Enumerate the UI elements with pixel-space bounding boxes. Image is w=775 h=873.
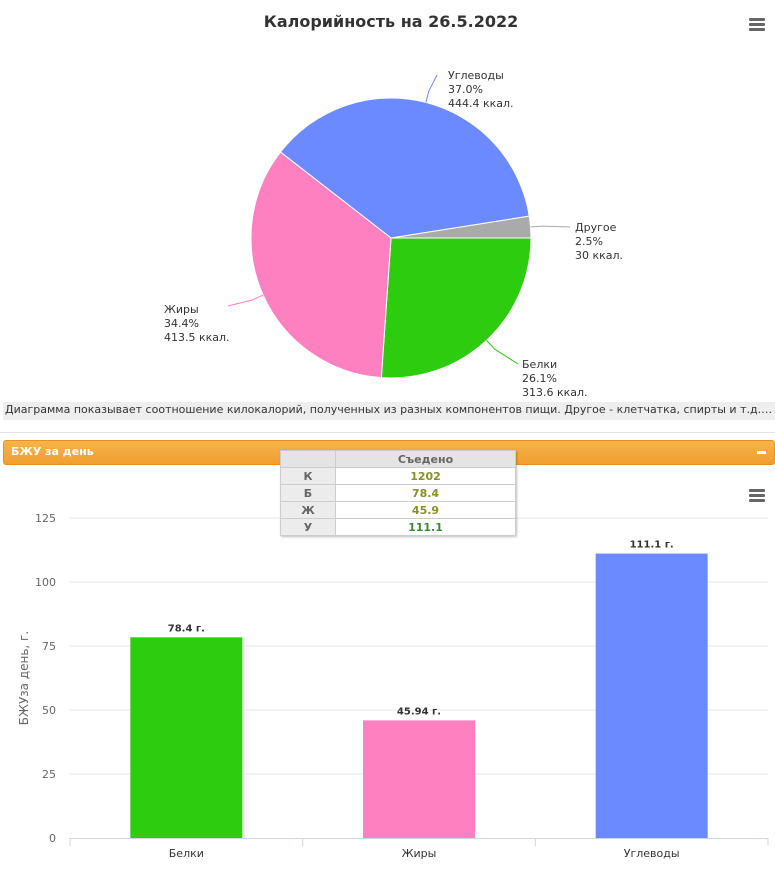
pie-label-name: Жиры — [164, 303, 199, 316]
eaten-row-label: К — [280, 467, 336, 485]
pie-label-percent: 26.1% — [522, 372, 557, 385]
pie-label-name: Другое — [575, 221, 617, 234]
y-tick-label: 25 — [42, 768, 56, 781]
eaten-table-header-row: Съедено — [280, 450, 516, 468]
bju-panel-title: БЖУ за день — [11, 445, 94, 458]
y-axis-label: БЖУза день, г. — [17, 631, 31, 725]
x-tick-label: Жиры — [402, 847, 437, 860]
eaten-table-corner — [280, 450, 336, 468]
bar-data-label: 111.1 г. — [630, 540, 674, 551]
y-tick-label: 75 — [42, 640, 56, 653]
pie-title: Калорийность на 26.5.2022 — [264, 12, 518, 31]
eaten-row-label: Б — [280, 484, 336, 502]
minus-icon[interactable] — [757, 451, 766, 454]
eaten-row-value: 111.1 — [335, 518, 516, 536]
pie-slice-1 — [279, 97, 530, 239]
eaten-table-header: Съедено — [335, 450, 516, 468]
bar-data-label: 45.94 г. — [397, 706, 441, 717]
pie-label-percent: 2.5% — [575, 235, 603, 248]
pie-caption[interactable]: Диаграмма показывает соотношение килокал… — [3, 402, 775, 420]
x-tick-label: Белки — [169, 847, 204, 860]
pie-label-kcal: 313.6 ккал. — [522, 386, 588, 399]
pie-slice-4 — [250, 151, 392, 379]
eaten-table-row: Ж 45.9 — [280, 501, 516, 519]
y-tick-label: 50 — [42, 704, 56, 717]
bar-3 — [595, 553, 708, 838]
pie-connector-4 — [227, 294, 264, 307]
pie-connector-3 — [486, 340, 519, 365]
bar-2 — [363, 720, 475, 838]
eaten-table-row: Б 78.4 — [280, 484, 516, 502]
x-tick-label: Углеводы — [624, 847, 680, 860]
pie-connector-1 — [425, 74, 438, 103]
pie-label-percent: 37.0% — [448, 83, 483, 96]
pie-chart-panel: Калорийность на 26.5.2022 Углеводы 37.0% 44… — [0, 0, 775, 402]
pie-connector-2 — [530, 225, 571, 228]
pie-label-name: Белки — [522, 358, 557, 371]
pie-label-kcal: 413.5 ккал. — [164, 331, 230, 344]
pie-label-percent: 34.4% — [164, 317, 199, 330]
eaten-table: Съедено К 1202 Б 78.4 Ж 45.9 У 111.1 — [280, 450, 516, 536]
section-divider — [0, 432, 775, 433]
eaten-table-row: У 111.1 — [280, 518, 516, 536]
bar-data-label: 78.4 г. — [168, 623, 205, 634]
eaten-table-row: К 1202 — [280, 467, 516, 485]
eaten-row-label: У — [280, 518, 336, 536]
hamburger-menu-icon[interactable] — [749, 489, 765, 502]
eaten-row-label: Ж — [280, 501, 336, 519]
pie-label-kcal: 444.4 ккал. — [448, 97, 514, 110]
pie-slice-3 — [380, 237, 532, 379]
pie-chart: Калорийность на 26.5.2022 Углеводы37.0%44… — [164, 12, 623, 399]
bar-1 — [130, 637, 243, 838]
pie-label-name: Углеводы — [448, 69, 504, 82]
pie-label-kcal: 30 ккал. — [575, 249, 623, 262]
y-tick-label: 125 — [35, 512, 56, 525]
eaten-row-value: 78.4 — [335, 484, 516, 502]
hamburger-menu-icon[interactable] — [749, 18, 765, 31]
y-tick-label: 100 — [35, 576, 56, 589]
y-tick-label: 0 — [49, 832, 56, 845]
eaten-row-value: 45.9 — [335, 501, 516, 519]
bar-chart: 0 25 50 75 100 125 БЖУза день, г. 78.4 г. Белки 4… — [17, 512, 769, 860]
eaten-row-value: 1202 — [335, 467, 516, 485]
